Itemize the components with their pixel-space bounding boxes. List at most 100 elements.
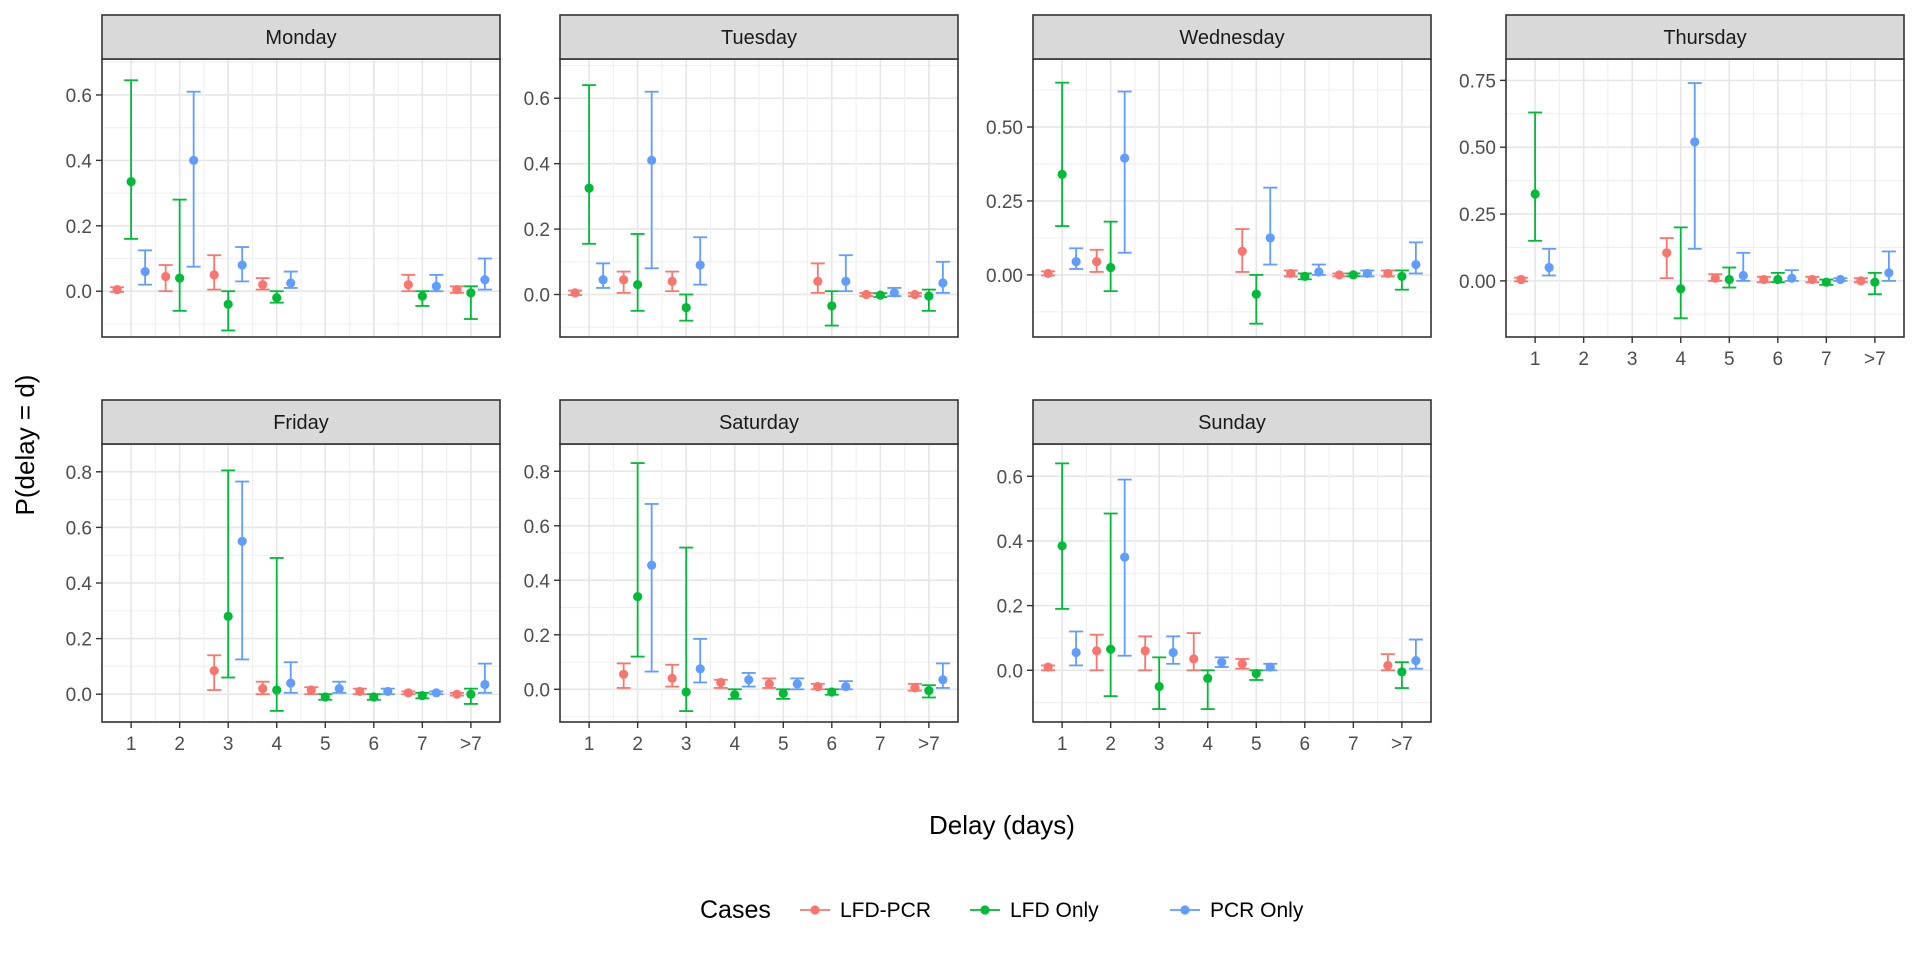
point-marker	[827, 301, 837, 311]
y-tick-label: 0.4	[66, 151, 93, 172]
point-marker	[647, 155, 657, 165]
point-marker	[1168, 647, 1178, 658]
point-marker	[452, 284, 462, 295]
data-point	[463, 687, 478, 705]
data-point	[935, 260, 950, 294]
point-marker	[861, 289, 871, 300]
point-marker	[1856, 276, 1866, 286]
data-point	[110, 284, 125, 295]
panel-wednesday: Wednesday 0.00 0.25 0.50	[986, 14, 1432, 338]
facet-title: Thursday	[1663, 27, 1746, 49]
x-tick-label: 3	[223, 734, 234, 755]
data-point	[124, 79, 139, 240]
point-marker	[667, 673, 677, 683]
data-point	[630, 233, 645, 312]
data-point	[1214, 656, 1229, 668]
point-marker	[1821, 277, 1831, 287]
point-marker	[1140, 646, 1150, 656]
legend-title: Cases	[700, 896, 771, 924]
facet-title: Friday	[273, 412, 329, 434]
data-point	[1853, 276, 1868, 286]
data-point	[1736, 251, 1751, 282]
point-marker	[1071, 647, 1081, 658]
data-point	[1408, 638, 1423, 670]
x-tick-label: 3	[1154, 734, 1165, 755]
y-tick-label: 0.2	[66, 217, 92, 238]
x-tick-label: 7	[417, 734, 428, 755]
y-tick-label: 0.25	[986, 192, 1023, 213]
point-marker	[1300, 271, 1310, 281]
data-point	[1687, 82, 1702, 250]
point-marker	[1397, 667, 1407, 677]
data-point	[1041, 268, 1056, 279]
point-marker	[1265, 233, 1275, 243]
y-tick-label: 0.4	[524, 155, 551, 176]
point-marker	[1738, 270, 1748, 281]
data-point	[1380, 653, 1395, 672]
y-tick-label: 0.50	[986, 118, 1023, 139]
data-point	[810, 262, 825, 294]
data-point	[1089, 248, 1104, 273]
data-point	[1200, 669, 1215, 710]
data-point	[1263, 186, 1278, 266]
facet-strip	[101, 399, 501, 445]
x-tick-label: 2	[632, 734, 643, 755]
point-marker	[480, 275, 490, 285]
data-point	[907, 289, 922, 300]
point-marker	[813, 681, 823, 692]
y-tick-label: 0.6	[524, 517, 550, 538]
point-marker	[1835, 274, 1845, 285]
point-marker	[841, 681, 851, 692]
data-point	[1770, 271, 1785, 285]
data-point	[449, 689, 464, 699]
point-marker	[1348, 270, 1358, 280]
facet-strip	[1032, 14, 1432, 60]
point-marker	[1092, 256, 1102, 267]
legend-key-marker	[1180, 905, 1190, 915]
data-point	[269, 290, 284, 304]
x-tick-label: 6	[827, 734, 838, 755]
legend-label: LFD-PCR	[840, 899, 931, 922]
y-tick-label: 0.00	[986, 266, 1023, 287]
point-marker	[1544, 262, 1554, 273]
point-marker	[1043, 268, 1053, 279]
data-point	[665, 663, 680, 688]
point-marker	[1189, 654, 1199, 664]
x-tick-label: >7	[1391, 734, 1413, 755]
data-point	[401, 273, 416, 293]
data-point	[568, 288, 583, 298]
data-point	[221, 290, 236, 332]
point-marker	[306, 685, 316, 695]
point-marker	[1383, 268, 1393, 279]
data-point	[838, 680, 853, 692]
data-point	[1069, 247, 1084, 270]
data-point	[1103, 512, 1118, 698]
y-tick-label: 0.50	[1459, 138, 1496, 159]
point-marker	[1787, 273, 1797, 283]
data-point	[907, 682, 922, 693]
x-tick-label: 2	[174, 734, 185, 755]
x-tick-label: 5	[778, 734, 789, 755]
point-marker	[403, 688, 413, 698]
point-marker	[633, 592, 643, 602]
x-tick-label: 4	[729, 734, 740, 755]
data-point	[1408, 241, 1423, 275]
data-point	[255, 680, 270, 696]
data-point	[1117, 478, 1132, 657]
point-marker	[1530, 189, 1540, 199]
data-point	[1069, 630, 1084, 667]
data-point	[810, 681, 825, 692]
data-point	[873, 290, 888, 300]
data-point	[1055, 462, 1070, 610]
point-marker	[730, 690, 740, 700]
point-marker	[633, 280, 643, 290]
point-marker	[452, 689, 462, 699]
y-tick-label: 0.25	[1459, 205, 1496, 226]
data-point	[1166, 635, 1181, 665]
data-point	[1249, 273, 1264, 325]
facet-strip	[1505, 14, 1905, 60]
x-tick-label: 5	[1251, 734, 1262, 755]
data-point	[776, 688, 791, 700]
data-point	[679, 293, 694, 322]
data-point	[1659, 237, 1674, 280]
